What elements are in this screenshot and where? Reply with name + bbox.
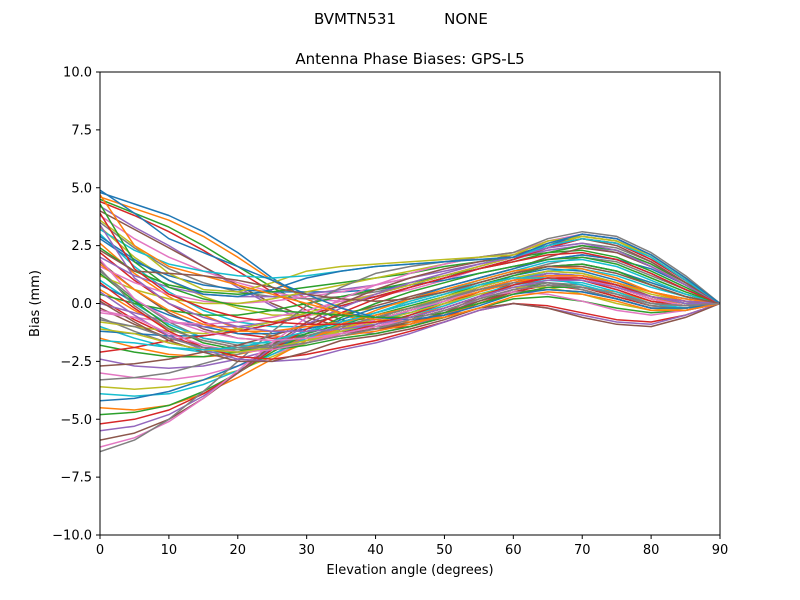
- series-line: [100, 242, 720, 432]
- series-line: [100, 249, 720, 305]
- series-line: [100, 268, 720, 349]
- y-tick-label: 7.5: [71, 123, 92, 138]
- series-line: [100, 272, 720, 351]
- x-axis-label: Elevation angle (degrees): [326, 563, 493, 578]
- y-tick-label: −5.0: [60, 413, 92, 428]
- x-tick-label: 80: [643, 543, 660, 558]
- x-tick-label: 20: [230, 543, 247, 558]
- x-axis: 0 10 20 30 40 50 60 70 80 90: [96, 535, 728, 558]
- series-line: [100, 219, 720, 305]
- x-tick-label: 10: [161, 543, 178, 558]
- x-tick-label: 40: [367, 543, 384, 558]
- y-tick-label: 10.0: [63, 66, 92, 81]
- y-tick-label: −2.5: [60, 355, 92, 370]
- y-tick-label: 2.5: [71, 239, 92, 254]
- series-line: [100, 258, 720, 397]
- series-line: [100, 224, 720, 333]
- y-axis-label: Bias (mm): [28, 270, 43, 337]
- y-tick-label: 5.0: [71, 181, 92, 196]
- y-tick-label: −7.5: [60, 471, 92, 486]
- x-tick-label: 60: [505, 543, 522, 558]
- series-line: [100, 233, 720, 305]
- suptitle-station: BVMTN531: [314, 10, 396, 28]
- x-tick-label: 70: [574, 543, 591, 558]
- series-line: [100, 263, 720, 358]
- x-tick-label: 50: [436, 543, 453, 558]
- x-tick-label: 90: [712, 543, 729, 558]
- series-line: [100, 251, 720, 425]
- x-tick-label: 30: [298, 543, 315, 558]
- series-line: [100, 300, 720, 363]
- y-tick-label: −10.0: [52, 529, 92, 544]
- y-tick-label: 0.0: [71, 297, 92, 312]
- series-layer: [100, 189, 720, 453]
- series-line: [100, 230, 720, 453]
- y-axis: −10.0 −7.5 −5.0 −2.5 0.0 2.5 5.0 7.5 10.0: [52, 66, 100, 544]
- x-tick-label: 0: [96, 543, 104, 558]
- chart-title: Antenna Phase Biases: GPS-L5: [295, 50, 524, 68]
- suptitle-radome: NONE: [444, 10, 488, 28]
